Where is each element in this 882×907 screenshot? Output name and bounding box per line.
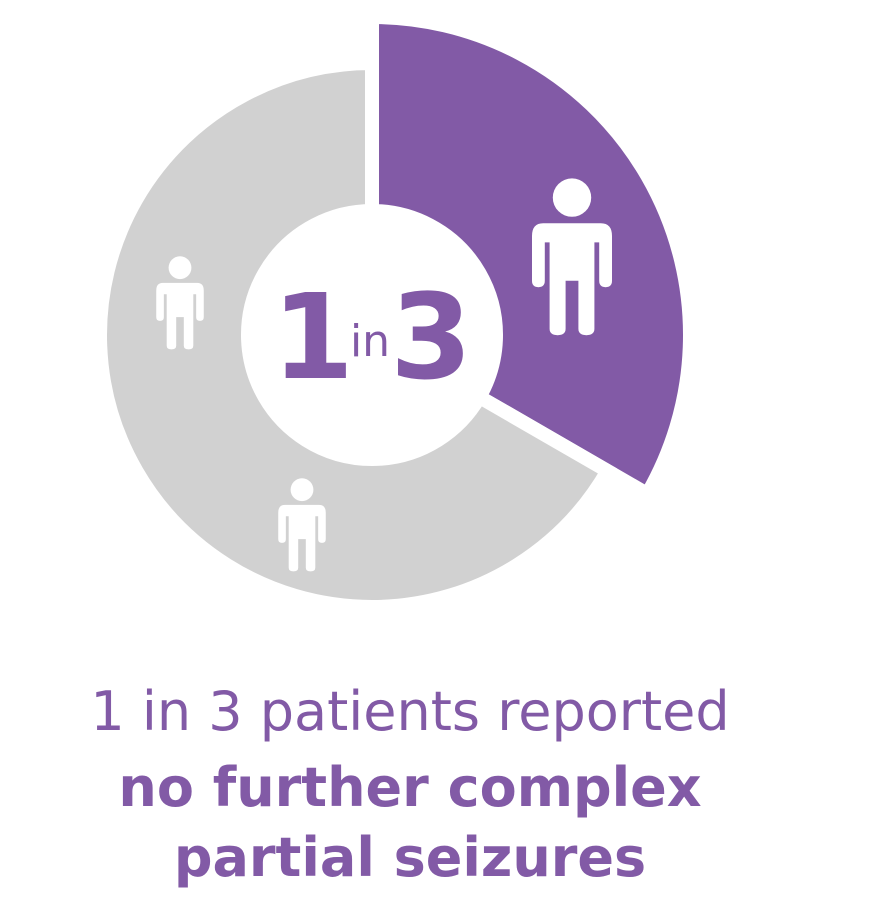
patient-icons: [156, 178, 612, 572]
center-text: 1in3: [272, 268, 472, 406]
center-word: in: [350, 316, 390, 367]
donut: [93, 9, 697, 614]
center-number: 3: [390, 268, 472, 406]
caption-line: partial seizures: [174, 826, 646, 889]
center-number: 1: [272, 268, 350, 406]
donut-slice: [365, 9, 697, 504]
donut-slice: [93, 55, 618, 614]
person-icon: [156, 256, 204, 350]
person-icon: [278, 478, 326, 572]
caption-line: 1 in 3 patients reported: [90, 680, 729, 743]
person-icon: [532, 178, 612, 336]
caption-line: no further complex: [118, 756, 701, 819]
